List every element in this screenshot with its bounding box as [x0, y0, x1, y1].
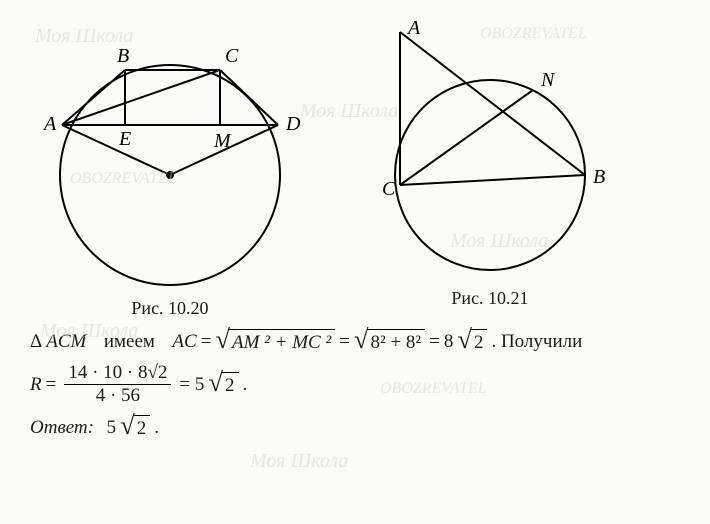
ac-var: AC	[172, 331, 196, 353]
sqrt-small-body-3: 2	[133, 415, 151, 440]
svg-text:A: A	[406, 20, 421, 39]
sqrt1-body: AM ² + MC ²	[232, 332, 331, 353]
svg-text:C: C	[225, 45, 239, 67]
svg-text:D: D	[285, 113, 301, 135]
math-line-2: R = 14 · 10 · 8√2 4 · 56 = 5 √ 2 .	[30, 362, 680, 407]
sqrt-expr-1: √ AM ² + MC ²	[215, 329, 335, 354]
delta-symbol: Δ	[30, 331, 42, 353]
word-have: имеем	[104, 331, 155, 353]
sqrt-small-2: √ 2	[208, 372, 238, 397]
triangle-name: ACM	[46, 331, 86, 353]
figure-right: A N C B Рис. 10.21	[350, 20, 630, 319]
fraction: 14 · 10 · 8√2 4 · 56	[64, 362, 171, 407]
figure-right-caption: Рис. 10.21	[350, 288, 630, 309]
svg-text:A: A	[42, 113, 57, 135]
line1-end: . Получили	[491, 331, 582, 353]
figure-left-svg: A B C D E M	[30, 20, 310, 290]
figure-right-svg: A N C B	[350, 20, 630, 280]
fraction-den: 4 · 56	[92, 385, 144, 407]
figure-left: A B C D E M Рис. 10.20	[30, 20, 310, 319]
line2-end: .	[243, 374, 248, 396]
sqrt-small-1: √ 2	[457, 329, 487, 354]
eq-2: =	[339, 331, 350, 353]
sqrt-expr-2: √ 8² + 8²	[354, 329, 425, 354]
r-var: R	[30, 374, 42, 396]
eq-result: = 5	[179, 374, 204, 396]
eq-3: =	[429, 331, 440, 353]
svg-text:B: B	[117, 45, 129, 67]
answer-end: .	[154, 417, 159, 439]
svg-text:M: M	[213, 130, 232, 152]
sqrt-small-body: 2	[470, 329, 488, 354]
sqrt-small-3: √ 2	[120, 415, 150, 440]
result-8: 8	[444, 331, 454, 353]
figures-row: A B C D E M Рис. 10.20 A N C B Рис. 10.21	[30, 20, 680, 319]
answer-val: 5	[107, 417, 117, 439]
watermark: Моя Школа	[250, 450, 348, 473]
svg-text:C: C	[382, 178, 396, 200]
sqrt-small-body-2: 2	[221, 372, 239, 397]
eq-1: =	[201, 331, 212, 353]
svg-text:B: B	[593, 166, 605, 188]
math-line-1: Δ ACM имеем AC = √ AM ² + MC ² = √ 8² + …	[30, 329, 680, 354]
fraction-num: 14 · 10 · 8√2	[64, 362, 171, 385]
answer-label: Ответ:	[30, 417, 94, 439]
svg-text:N: N	[540, 69, 556, 91]
answer-line: Ответ: 5 √ 2 .	[30, 415, 680, 440]
eq-4: =	[46, 374, 57, 396]
sqrt2-body: 8² + 8²	[367, 329, 426, 354]
figure-left-caption: Рис. 10.20	[30, 298, 310, 319]
svg-text:E: E	[118, 128, 131, 150]
